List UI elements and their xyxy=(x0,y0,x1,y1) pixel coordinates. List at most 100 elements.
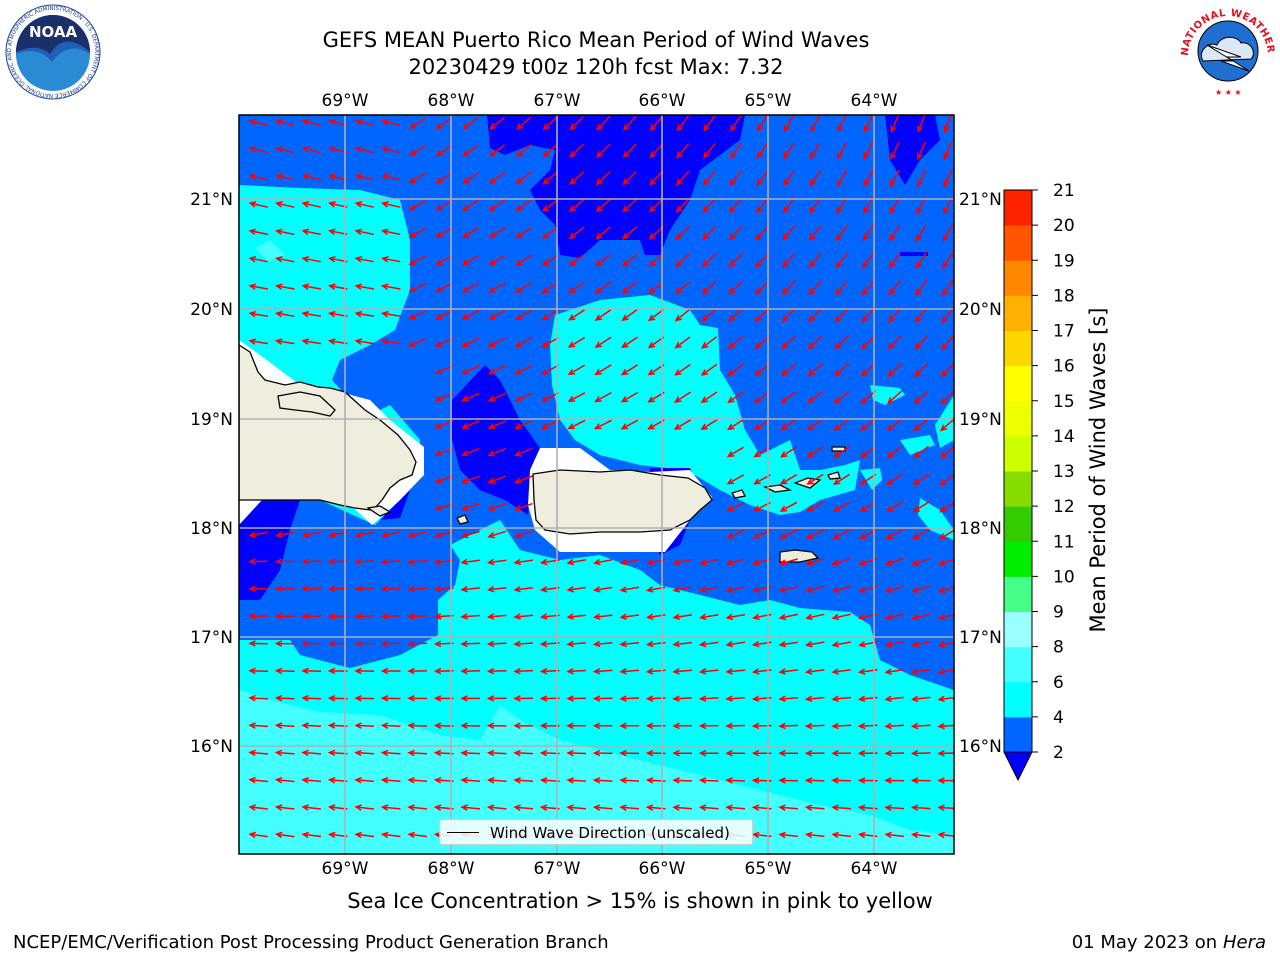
wind-arrow xyxy=(275,255,295,263)
wind-arrow xyxy=(940,362,954,378)
wind-arrow xyxy=(648,281,664,295)
wind-arrow xyxy=(726,418,745,431)
wind-arrow xyxy=(489,116,505,130)
wind-arrow xyxy=(248,283,269,290)
wind-arrow xyxy=(778,558,798,566)
wind-arrow xyxy=(460,530,480,539)
colorbar-tick-label: 11 xyxy=(1053,532,1075,552)
wind-arrow xyxy=(887,335,902,350)
wind-arrow xyxy=(778,695,799,702)
wind-arrow xyxy=(594,391,612,403)
wind-arrow xyxy=(486,585,507,593)
wind-arrow xyxy=(890,141,900,161)
wind-arrow xyxy=(488,282,506,293)
wind-arrow xyxy=(434,337,454,347)
wind-arrow xyxy=(274,831,295,839)
wind-arrow xyxy=(354,283,375,290)
wind-arrow xyxy=(513,640,534,648)
wind-arrow xyxy=(407,558,428,566)
wind-arrow xyxy=(486,640,507,648)
hispaniola xyxy=(239,344,417,511)
wind-arrow xyxy=(915,279,928,297)
wind-arrow xyxy=(939,473,954,486)
wind-arrow xyxy=(248,118,268,127)
wind-arrow xyxy=(804,749,825,757)
wind-arrow xyxy=(726,446,745,458)
wind-arrow xyxy=(834,280,849,296)
wind-arrow xyxy=(728,225,743,241)
wind-arrow xyxy=(513,695,534,702)
colorbar-tick-label: 2 xyxy=(1053,743,1064,763)
wind-arrow xyxy=(381,146,401,154)
wind-arrow xyxy=(513,667,534,675)
wind-arrow xyxy=(937,750,954,757)
footer-branch: NCEP/EMC/Verification Post Processing Pr… xyxy=(13,932,609,953)
lon-label: 66°W xyxy=(639,91,686,111)
wind-arrow xyxy=(619,613,640,621)
wind-arrow xyxy=(514,364,533,375)
wind-arrow xyxy=(782,197,795,214)
wind-arrow xyxy=(541,254,559,267)
wind-arrow xyxy=(486,804,507,811)
colorbar-segment xyxy=(1004,506,1032,542)
wind-arrow xyxy=(248,804,268,811)
wind-arrow xyxy=(675,198,690,213)
lat-label: 16°N xyxy=(959,737,1002,757)
wind-arrow xyxy=(380,695,401,702)
wind-arrow xyxy=(912,473,930,486)
wind-arrow xyxy=(515,199,532,212)
wind-arrow xyxy=(461,392,480,402)
wind-arrow xyxy=(939,418,954,432)
wind-arrow xyxy=(831,749,852,757)
wind-arrow xyxy=(916,169,927,188)
wind-arrow xyxy=(487,392,507,402)
wind-arrow xyxy=(778,613,798,621)
wind-arrow xyxy=(810,142,821,160)
wind-arrow xyxy=(301,338,322,345)
wind-arrow xyxy=(407,640,428,647)
wind-arrow xyxy=(540,392,559,402)
colorbar-label: Mean Period of Wind Waves [s] xyxy=(1086,308,1110,633)
wind-arrow xyxy=(672,804,693,811)
noaa-logo: NATIONAL OCEANIC AND ATMOSPHERIC ADMINIS… xyxy=(5,4,101,100)
wind-arrow xyxy=(487,530,507,539)
wind-arrow xyxy=(779,501,798,512)
wind-arrow xyxy=(725,558,745,566)
wind-arrow xyxy=(831,585,851,593)
wind-arrow xyxy=(435,117,453,130)
colorbar-tick-label: 13 xyxy=(1053,462,1075,482)
chart-title: GEFS MEAN Puerto Rico Mean Period of Win… xyxy=(322,28,870,52)
wind-arrow xyxy=(248,640,269,647)
st-croix xyxy=(779,549,820,563)
colorbar-segment xyxy=(1004,295,1032,331)
colorbar-tick-label: 4 xyxy=(1053,708,1064,728)
wind-arrow xyxy=(595,171,611,186)
wind-arrow xyxy=(698,640,719,648)
wind-arrow xyxy=(486,777,507,784)
wind-arrow xyxy=(541,364,559,375)
wind-arrow xyxy=(675,225,690,241)
wind-arrow xyxy=(702,142,716,159)
wind-arrow xyxy=(274,749,295,757)
colorbar-segment xyxy=(1004,716,1032,753)
lon-label: 64°W xyxy=(851,859,898,879)
wind-arrow xyxy=(887,390,903,405)
wind-arrow xyxy=(301,585,322,593)
wind-arrow xyxy=(460,585,481,593)
wind-arrow xyxy=(833,390,850,404)
wind-arrow xyxy=(513,613,534,620)
wind-arrow xyxy=(622,170,637,186)
wind-arrow xyxy=(837,115,847,133)
wind-arrow xyxy=(755,252,770,268)
wind-arrow xyxy=(779,446,798,458)
wind-arrow xyxy=(514,420,533,430)
wind-arrow xyxy=(274,585,295,593)
wind-arrow xyxy=(884,722,905,730)
wind-arrow xyxy=(514,309,533,321)
wind-arrow xyxy=(301,776,322,784)
wind-arrow xyxy=(781,252,796,268)
wind-arrow xyxy=(806,473,824,485)
wind-arrow xyxy=(672,586,692,593)
wind-arrow xyxy=(301,722,322,729)
wind-arrow xyxy=(434,365,454,375)
